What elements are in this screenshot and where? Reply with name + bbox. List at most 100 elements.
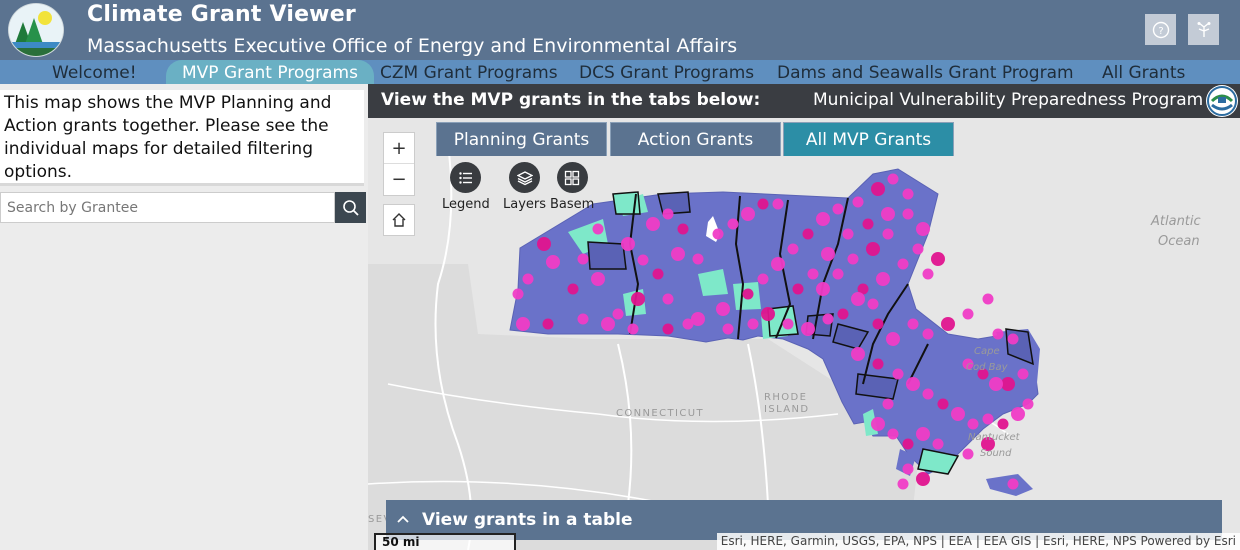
- grant-marker[interactable]: [832, 268, 844, 280]
- grant-marker[interactable]: [747, 318, 759, 330]
- grant-marker[interactable]: [671, 247, 685, 261]
- grant-marker[interactable]: [542, 318, 554, 330]
- grant-marker[interactable]: [997, 418, 1009, 430]
- tab-all-mvp-grants[interactable]: All MVP Grants: [783, 122, 954, 156]
- tab-planning-grants[interactable]: Planning Grants: [436, 122, 607, 156]
- grant-marker[interactable]: [837, 308, 849, 320]
- grant-marker[interactable]: [982, 293, 994, 305]
- grant-marker[interactable]: [916, 427, 930, 441]
- grant-marker[interactable]: [682, 318, 694, 330]
- grant-marker[interactable]: [932, 438, 944, 450]
- grant-marker[interactable]: [871, 182, 885, 196]
- grant-marker[interactable]: [882, 398, 894, 410]
- grant-marker[interactable]: [612, 308, 624, 320]
- grant-marker[interactable]: [872, 358, 884, 370]
- grant-marker[interactable]: [906, 377, 920, 391]
- grant-marker[interactable]: [627, 323, 639, 335]
- nav-welcome[interactable]: Welcome!: [52, 63, 137, 83]
- grant-marker[interactable]: [907, 318, 919, 330]
- grant-marker[interactable]: [722, 323, 734, 335]
- grant-marker[interactable]: [742, 288, 754, 300]
- nav-mvp-grant-programs[interactable]: MVP Grant Programs: [166, 60, 374, 84]
- grant-marker[interactable]: [931, 252, 945, 266]
- legend-tool[interactable]: Legend: [442, 162, 490, 212]
- grant-marker[interactable]: [916, 222, 930, 236]
- grant-marker[interactable]: [646, 217, 660, 231]
- grant-marker[interactable]: [772, 198, 784, 210]
- grant-marker[interactable]: [601, 317, 615, 331]
- grant-marker[interactable]: [892, 368, 904, 380]
- grant-marker[interactable]: [847, 253, 859, 265]
- grant-marker[interactable]: [592, 223, 604, 235]
- grant-marker[interactable]: [822, 313, 834, 325]
- grant-marker[interactable]: [546, 255, 560, 269]
- grant-marker[interactable]: [951, 407, 965, 421]
- grant-marker[interactable]: [816, 282, 830, 296]
- basemap-tool[interactable]: Basem: [550, 162, 594, 212]
- grant-marker[interactable]: [902, 438, 914, 450]
- grant-marker[interactable]: [881, 207, 895, 221]
- grant-marker[interactable]: [662, 208, 674, 220]
- nav-czm-grant-programs[interactable]: CZM Grant Programs: [380, 63, 558, 83]
- grant-marker[interactable]: [876, 272, 890, 286]
- grant-marker[interactable]: [962, 448, 974, 460]
- grant-marker[interactable]: [652, 268, 664, 280]
- grant-marker[interactable]: [937, 398, 949, 410]
- grant-marker[interactable]: [916, 472, 930, 486]
- grant-marker[interactable]: [662, 323, 674, 335]
- grant-marker[interactable]: [1022, 398, 1034, 410]
- search-button[interactable]: [335, 192, 366, 223]
- grant-marker[interactable]: [922, 328, 934, 340]
- grant-marker[interactable]: [1001, 377, 1015, 391]
- grant-marker[interactable]: [967, 418, 979, 430]
- grant-marker[interactable]: [897, 258, 909, 270]
- grant-marker[interactable]: [866, 242, 880, 256]
- grant-marker[interactable]: [537, 237, 551, 251]
- grant-marker[interactable]: [591, 272, 605, 286]
- grant-marker[interactable]: [982, 413, 994, 425]
- grant-marker[interactable]: [567, 283, 579, 295]
- grant-marker[interactable]: [867, 298, 879, 310]
- grant-marker[interactable]: [962, 358, 974, 370]
- share-button[interactable]: [1188, 14, 1219, 45]
- grant-marker[interactable]: [801, 322, 815, 336]
- grant-marker[interactable]: [577, 313, 589, 325]
- grant-marker[interactable]: [691, 312, 705, 326]
- grant-marker[interactable]: [637, 254, 649, 266]
- grant-marker[interactable]: [992, 328, 1004, 340]
- grant-marker[interactable]: [981, 437, 995, 451]
- nav-dams-seawalls[interactable]: Dams and Seawalls Grant Program: [777, 63, 1074, 83]
- grant-marker[interactable]: [757, 198, 769, 210]
- nav-all-grants[interactable]: All Grants: [1102, 63, 1186, 83]
- grant-marker[interactable]: [761, 307, 775, 321]
- grant-marker[interactable]: [782, 318, 794, 330]
- tab-action-grants[interactable]: Action Grants: [610, 122, 781, 156]
- grant-marker[interactable]: [577, 253, 589, 265]
- grant-marker[interactable]: [662, 293, 674, 305]
- grant-marker[interactable]: [872, 318, 884, 330]
- grant-marker[interactable]: [727, 218, 739, 230]
- grant-marker[interactable]: [887, 173, 899, 185]
- grant-marker[interactable]: [1007, 478, 1019, 490]
- layers-tool[interactable]: Layers: [503, 162, 546, 212]
- grant-marker[interactable]: [851, 347, 865, 361]
- zoom-out-button[interactable]: −: [391, 169, 407, 190]
- grant-marker[interactable]: [871, 417, 885, 431]
- grant-marker[interactable]: [852, 196, 864, 208]
- grant-marker[interactable]: [716, 302, 730, 316]
- grant-marker[interactable]: [1017, 368, 1029, 380]
- home-button[interactable]: [383, 204, 415, 236]
- grant-marker[interactable]: [821, 247, 835, 261]
- grant-marker[interactable]: [516, 317, 530, 331]
- grant-marker[interactable]: [792, 283, 804, 295]
- zoom-in-button[interactable]: +: [384, 133, 414, 164]
- grant-marker[interactable]: [741, 207, 755, 221]
- grant-marker[interactable]: [712, 228, 724, 240]
- grant-marker[interactable]: [902, 188, 914, 200]
- grant-marker[interactable]: [771, 257, 785, 271]
- grant-marker[interactable]: [857, 283, 869, 295]
- grant-marker[interactable]: [902, 208, 914, 220]
- grant-marker[interactable]: [912, 243, 924, 255]
- grant-marker[interactable]: [1011, 407, 1025, 421]
- grant-marker[interactable]: [832, 203, 844, 215]
